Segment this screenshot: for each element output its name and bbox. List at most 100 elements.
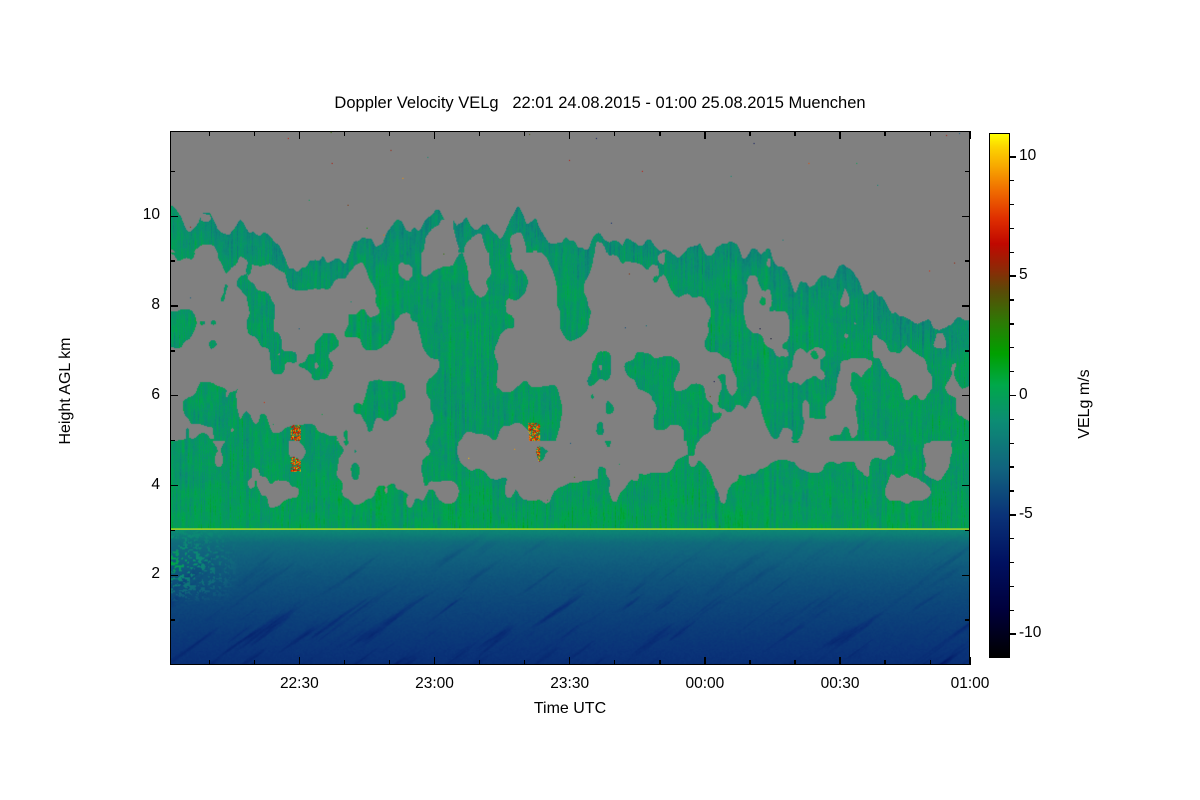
x-axis-minor-tick	[478, 660, 481, 665]
y-axis-title: Height AGL km	[57, 337, 74, 445]
x-axis-tick-label: 00:00	[685, 675, 725, 692]
x-axis-minor-tick	[614, 660, 616, 665]
colorbar-tick	[1010, 394, 1016, 397]
x-axis-minor-tick	[523, 131, 526, 136]
x-axis-tick	[969, 131, 971, 139]
x-axis-minor-tick	[208, 131, 210, 136]
x-axis-minor-tick	[659, 131, 661, 136]
x-axis-minor-tick	[794, 660, 796, 665]
doppler-velocity-heatmap	[171, 132, 969, 664]
x-axis-minor-tick	[478, 131, 481, 136]
colorbar-minor-tick	[1010, 227, 1014, 230]
y-axis-tick-label: 10	[142, 206, 160, 224]
x-axis-tick-label: 23:30	[550, 675, 590, 692]
colorbar-minor-tick	[1010, 370, 1014, 373]
colorbar-minor-tick	[1010, 442, 1014, 444]
x-axis-minor-tick	[343, 131, 346, 136]
colorbar-minor-tick	[1010, 299, 1014, 301]
colorbar-minor-tick	[1010, 585, 1014, 588]
plot-area	[170, 131, 970, 665]
colorbar-minor-tick	[1010, 203, 1014, 206]
y-axis-minor-tick	[965, 170, 970, 173]
colorbar-minor-tick	[1010, 323, 1014, 325]
colorbar-minor-tick	[1010, 466, 1014, 468]
y-axis-minor-tick	[170, 260, 175, 262]
y-axis-minor-tick	[965, 350, 970, 352]
colorbar-minor-tick	[1010, 490, 1014, 492]
x-axis-tick	[433, 131, 436, 139]
y-axis-minor-tick	[170, 439, 175, 442]
colorbar-tick-label: -5	[1019, 504, 1033, 522]
colorbar-tick-label: 0	[1019, 385, 1028, 403]
x-axis-tick	[298, 131, 301, 139]
x-axis-tick-label: 00:30	[820, 675, 860, 692]
y-axis-tick	[962, 215, 970, 217]
x-axis-tick	[704, 131, 706, 139]
x-axis-tick	[969, 657, 971, 665]
y-axis-minor-tick	[965, 260, 970, 262]
y-axis-minor-tick	[170, 619, 175, 621]
x-axis-tick	[839, 657, 841, 665]
colorbar-tick-label: -10	[1019, 624, 1042, 642]
x-axis-minor-tick	[388, 660, 391, 665]
x-axis-minor-tick	[794, 131, 796, 136]
colorbar-tick-label: 10	[1019, 146, 1037, 164]
colorbar-minor-tick	[1010, 609, 1014, 611]
x-axis-minor-tick	[614, 131, 616, 136]
y-axis-tick	[170, 395, 178, 397]
colorbar-minor-tick	[1010, 561, 1014, 564]
y-axis-tick	[962, 574, 970, 576]
y-axis-tick	[962, 484, 970, 487]
colorbar-title: VELg m/s	[1076, 369, 1093, 439]
colorbar-minor-tick	[1010, 347, 1014, 349]
y-axis-tick	[170, 484, 178, 487]
y-axis-minor-tick	[170, 170, 175, 173]
x-axis-tick	[704, 657, 706, 665]
colorbar	[989, 133, 1010, 658]
colorbar-tick	[1010, 156, 1016, 158]
x-axis-minor-tick	[884, 660, 886, 665]
x-axis-tick-label: 23:00	[415, 675, 454, 692]
x-axis-minor-tick	[929, 131, 931, 136]
y-axis-tick	[962, 395, 970, 397]
y-axis-minor-tick	[965, 439, 970, 442]
x-axis-tick	[839, 131, 841, 139]
colorbar-tick	[1010, 633, 1016, 635]
page-title: Doppler Velocity VELg 22:01 24.08.2015 -…	[334, 94, 866, 112]
x-axis-tick-label: 01:00	[950, 675, 990, 692]
y-axis-tick	[170, 574, 178, 576]
x-axis-minor-tick	[253, 131, 255, 136]
x-axis-title: Time UTC	[533, 700, 607, 717]
x-axis-tick	[433, 657, 436, 665]
colorbar-tick-label: 5	[1019, 266, 1028, 284]
x-axis-minor-tick	[208, 660, 210, 665]
colorbar-tick	[1010, 275, 1016, 277]
x-axis-minor-tick	[343, 660, 346, 665]
y-axis-tick-label: 6	[151, 385, 160, 403]
colorbar-minor-tick	[1010, 180, 1014, 182]
x-axis-minor-tick	[388, 131, 391, 136]
y-axis-minor-tick	[965, 619, 970, 621]
y-axis-tick	[170, 215, 178, 217]
x-axis-tick	[298, 657, 301, 665]
y-axis-tick	[962, 305, 970, 307]
y-axis-tick-label: 4	[151, 475, 160, 493]
colorbar-gradient	[989, 133, 1010, 658]
y-axis-tick	[170, 305, 178, 307]
x-axis-minor-tick	[523, 660, 526, 665]
x-axis-tick-label: 22:30	[279, 675, 319, 692]
y-axis-minor-tick	[170, 350, 175, 352]
x-axis-minor-tick	[659, 660, 661, 665]
colorbar-tick	[1010, 514, 1016, 516]
y-axis-tick-label: 8	[151, 296, 160, 313]
colorbar-minor-tick	[1010, 537, 1014, 540]
x-axis-minor-tick	[749, 660, 751, 665]
y-axis-minor-tick	[170, 529, 175, 532]
x-axis-tick	[569, 657, 571, 665]
x-axis-tick	[569, 131, 571, 139]
y-axis-minor-tick	[965, 529, 970, 532]
y-axis-tick-label: 2	[151, 565, 160, 583]
x-axis-minor-tick	[884, 131, 886, 136]
x-axis-minor-tick	[253, 660, 255, 665]
